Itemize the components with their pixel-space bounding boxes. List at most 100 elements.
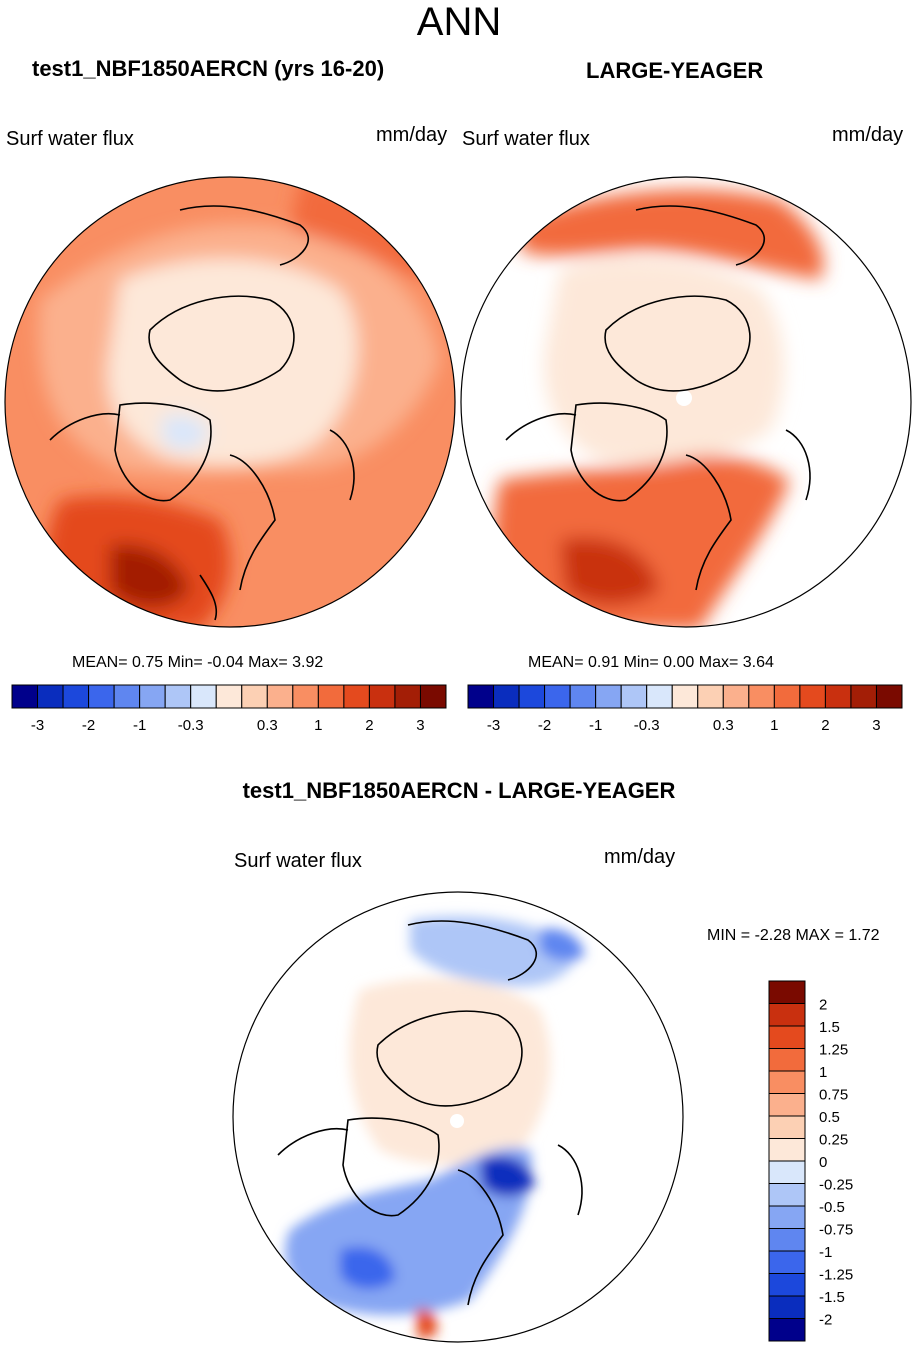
panel1-colorbar-tick-label: -1 — [133, 717, 146, 734]
panel3-colorbar-box — [768, 1183, 806, 1207]
panel3-colorbar-box — [768, 980, 806, 1004]
panel2-colorbar-box — [850, 684, 877, 709]
panel2-map — [460, 176, 912, 628]
panel3-colorbar: -2 -1.5 -1.25 -1 -0.75 -0.5 -0.25 0 0.25 0.5 0.75 1… — [768, 980, 853, 1342]
panel3-colorbar-box — [768, 1228, 806, 1252]
panel3-nordic-min — [480, 1156, 535, 1197]
panel1-colorbar-box — [190, 684, 217, 709]
figure-title: ANN — [416, 0, 502, 44]
panel1-colorbar-box — [368, 684, 396, 709]
panel2-colorbar-box — [518, 684, 546, 709]
panel3-colorbar-tick-label: 0.25 — [819, 1132, 848, 1149]
panel2-colorbar-tick-label: -2 — [538, 717, 551, 734]
panel1-colorbar: -3 -2 -1 -0.3 0.3 1 2 3 — [11, 684, 447, 734]
panel1-colorbar-box — [37, 684, 64, 709]
panel2-colorbar-box — [620, 684, 648, 709]
panel2-colorbar-box — [671, 684, 699, 709]
panel1-colorbar-tick-label: 0.3 — [257, 717, 278, 734]
panel3-colorbar-tick-label: -1.5 — [819, 1289, 845, 1306]
panel2-colorbar-tick-label: 2 — [821, 717, 829, 734]
panel1-colorbar-box — [139, 684, 166, 709]
panel1-variable-label: Surf water flux — [6, 128, 134, 150]
panel1-colorbar-tick-label: 3 — [416, 717, 424, 734]
panel3-colorbar-tick-label: -2 — [819, 1312, 832, 1329]
panel2-colorbar-tick-label: -1 — [589, 717, 602, 734]
panel1-colorbar-box — [215, 684, 243, 709]
panel1-title: test1_NBF1850AERCN (yrs 16-20) — [32, 56, 385, 81]
panel2-colorbar-box — [595, 684, 622, 709]
panel2-border — [460, 176, 912, 628]
panel3-arctic-field — [349, 978, 551, 1165]
panel3-colorbar-box — [768, 1318, 806, 1342]
panel3-colorbar-box — [768, 1025, 806, 1049]
panel2-colorbar-tick-label: -0.3 — [634, 717, 660, 734]
panel2-colorbar-tick-label: 3 — [872, 717, 880, 734]
panel3-colorbar-tick-label: -0.25 — [819, 1177, 853, 1194]
panel3-colorbar-box — [768, 1003, 806, 1027]
panel2-arctic-field — [544, 258, 784, 464]
panel2-colorbar: -3 -2 -1 -0.3 0.3 1 2 3 — [467, 684, 903, 734]
panel1-colorbar-tick-label: -3 — [31, 717, 44, 734]
panel1-colorbar-box — [241, 684, 268, 709]
panel1-coastlines — [49, 205, 355, 621]
panel2-colorbar-box — [824, 684, 852, 709]
panel2-pole-hole — [676, 390, 692, 406]
panel3-colorbar-tick-label: -0.75 — [819, 1222, 853, 1239]
panel3-colorbar-box — [768, 1295, 806, 1319]
panel3-colorbar-tick-label: -1 — [819, 1244, 832, 1261]
panel3-variable-label: Surf water flux — [234, 850, 362, 872]
panel1-colorbar-box — [343, 684, 370, 709]
panel2-colorbar-box — [697, 684, 724, 709]
panel3-colorbar-box — [768, 1205, 806, 1229]
panel3-colorbar-box — [768, 1138, 806, 1162]
panel1-colorbar-box — [113, 684, 141, 709]
panel2-coastlines — [505, 205, 811, 591]
panel2-colorbar-box — [722, 684, 750, 709]
panel3-positive-patch — [416, 1308, 437, 1340]
panel2-colorbar-box — [467, 684, 495, 709]
panel2-units-label: mm/day — [832, 124, 904, 146]
panel1-map — [4, 176, 456, 628]
panel3-colorbar-tick-label: 1.25 — [819, 1042, 848, 1059]
panel3-colorbar-tick-label: 0.75 — [819, 1087, 848, 1104]
panel2-title: LARGE-YEAGER — [586, 58, 764, 83]
panel3-colorbar-tick-label: 0 — [819, 1154, 827, 1171]
panel1-border — [4, 176, 456, 628]
panel1-colorbar-box — [88, 684, 115, 709]
panel3-stats: MIN = -2.28 MAX = 1.72 — [707, 927, 880, 944]
panel3-units-label: mm/day — [604, 846, 676, 868]
panel1-colorbar-box — [292, 684, 319, 709]
panel3-title: test1_NBF1850AERCN - LARGE-YEAGER — [242, 778, 676, 803]
panel1-colorbar-tick-label: -2 — [82, 717, 95, 734]
panel3-colorbar-box — [768, 1250, 806, 1274]
panel1-colorbar-box — [317, 684, 345, 709]
panel1-units-label: mm/day — [376, 124, 448, 146]
panel3-colorbar-box — [768, 1273, 806, 1297]
panel1-colorbar-box — [11, 684, 39, 709]
panel3-colorbar-box — [768, 1048, 806, 1072]
panel2-colorbar-tick-label: 1 — [770, 717, 778, 734]
panel3-colorbar-box — [768, 1115, 806, 1139]
panel1-colorbar-tick-label: -0.3 — [178, 717, 204, 734]
panel1-atlantic-max — [110, 544, 190, 608]
panel2-colorbar-box — [773, 684, 801, 709]
panel2-colorbar-box — [646, 684, 673, 709]
panel1-colorbar-box — [62, 684, 90, 709]
panel3-colorbar-tick-label: 1 — [819, 1064, 827, 1081]
panel3-coastlines — [277, 920, 583, 1306]
panel2-colorbar-box — [875, 684, 903, 709]
panel3-colorbar-tick-label: -1.25 — [819, 1267, 853, 1284]
panel3-pacific-negative — [410, 916, 580, 987]
panel1-colorbar-box — [419, 684, 447, 709]
panel1-negative-patch — [160, 414, 210, 450]
panel2-pacific-field — [520, 189, 824, 280]
panel2-colorbar-box — [493, 684, 520, 709]
panel1-colorbar-box — [394, 684, 421, 709]
panel3-colorbar-box — [768, 1160, 806, 1184]
panel2-atlantic-max — [560, 537, 660, 605]
panel2-stats: MEAN= 0.91 Min= 0.00 Max= 3.64 — [528, 654, 774, 671]
panel3-border — [232, 891, 684, 1343]
panel3-colorbar-tick-label: -0.5 — [819, 1199, 845, 1216]
panel2-colorbar-tick-label: -3 — [487, 717, 500, 734]
